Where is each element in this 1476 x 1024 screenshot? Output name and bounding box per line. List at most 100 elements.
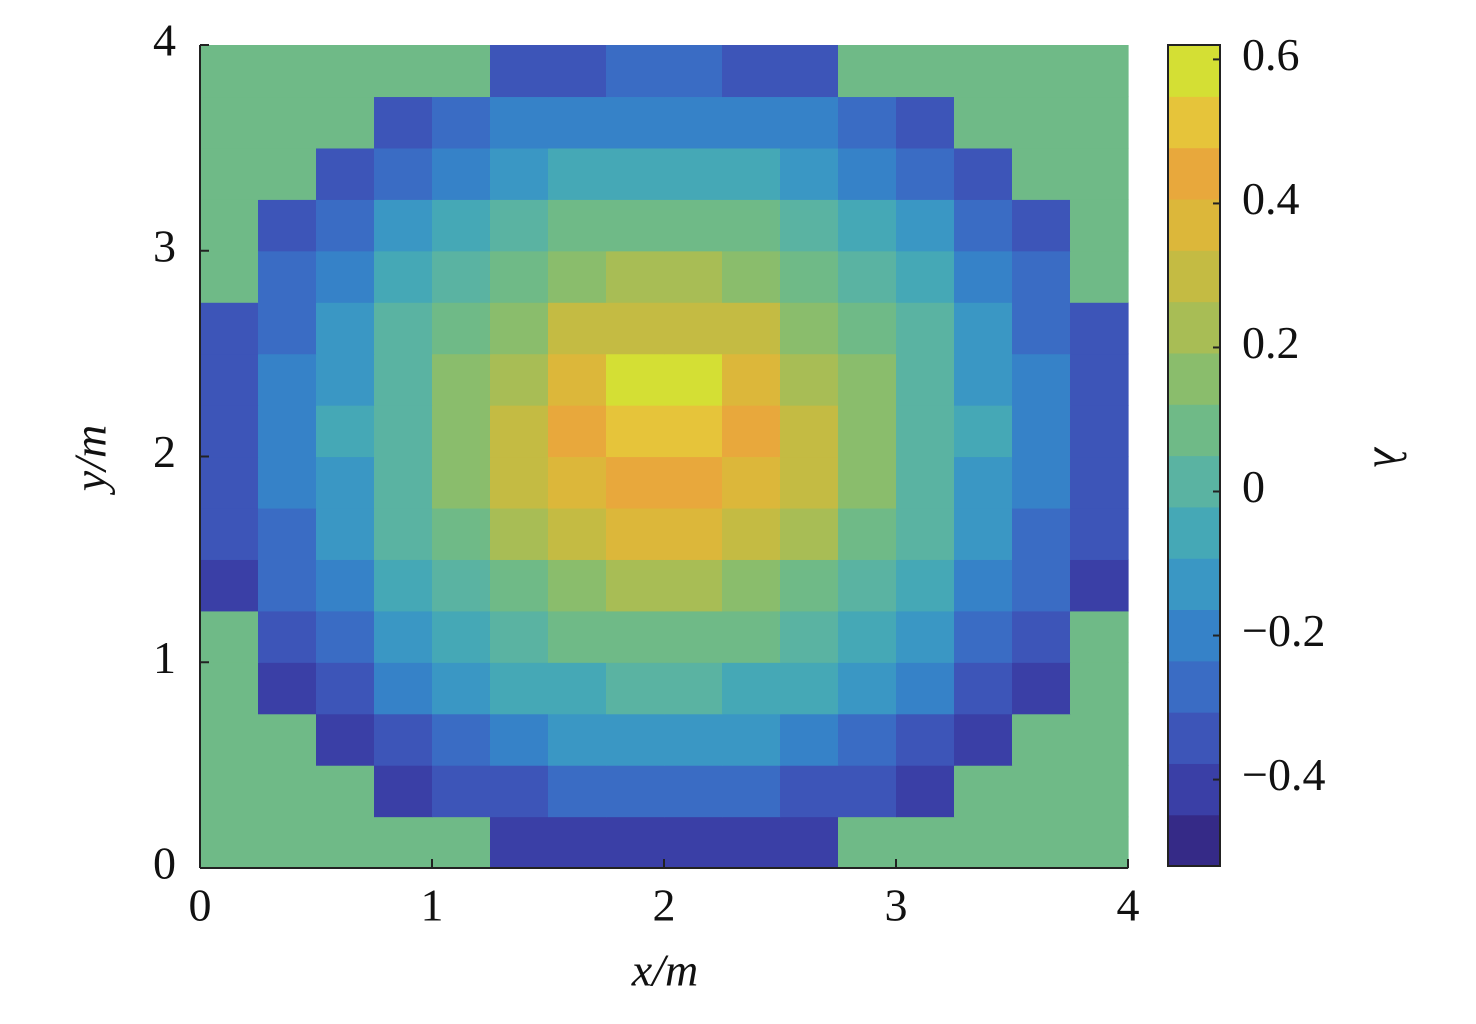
colorbar-tick-label: 0.6	[1242, 29, 1300, 80]
heatmap-cell	[780, 610, 839, 663]
heatmap-cell	[200, 199, 259, 252]
heatmap-cell	[258, 96, 317, 149]
heatmap-cell	[548, 662, 607, 715]
heatmap-cell	[258, 610, 317, 663]
heatmap-cell	[374, 507, 433, 560]
heatmap-cell	[896, 405, 955, 458]
heatmap-cell	[200, 405, 259, 458]
colorbar-label: λ	[1364, 446, 1415, 468]
heatmap-cell	[432, 45, 491, 98]
heatmap-cell	[838, 147, 897, 200]
heatmap-cell	[432, 713, 491, 766]
heatmap-cell	[606, 559, 665, 612]
heatmap-cell	[954, 405, 1013, 458]
heatmap-cell	[374, 816, 433, 869]
heatmap-cell	[258, 765, 317, 818]
heatmap-cell	[838, 662, 897, 715]
heatmap-cell	[374, 250, 433, 303]
heatmap-cell	[374, 456, 433, 509]
heatmap-cell	[548, 45, 607, 98]
heatmap-cell	[954, 662, 1013, 715]
heatmap-cell	[432, 610, 491, 663]
heatmap-cell	[1070, 713, 1129, 766]
heatmap-cell	[722, 147, 781, 200]
heatmap-cell	[1070, 45, 1129, 98]
colorbar-band	[1168, 609, 1220, 662]
colorbar-band	[1168, 198, 1220, 251]
heatmap-cell	[1012, 765, 1071, 818]
heatmap-cell	[606, 353, 665, 406]
heatmap-cell	[606, 147, 665, 200]
heatmap-cell	[664, 610, 723, 663]
heatmap-cell	[316, 405, 375, 458]
heatmap-cell	[954, 302, 1013, 355]
heatmap-cell	[606, 713, 665, 766]
heatmap-cell	[896, 765, 955, 818]
heatmap-cell	[548, 507, 607, 560]
heatmap-cell	[838, 456, 897, 509]
heatmap-cell	[1012, 147, 1071, 200]
heatmap-cell	[896, 250, 955, 303]
heatmap-cell	[606, 765, 665, 818]
y-tick-label: 4	[153, 15, 176, 66]
heatmap-cell	[490, 610, 549, 663]
heatmap-cell	[316, 147, 375, 200]
heatmap-cell	[548, 302, 607, 355]
heatmap-cell	[1070, 559, 1129, 612]
heatmap-cell	[374, 199, 433, 252]
y-tick-label: 2	[153, 426, 176, 477]
heatmap-cell	[606, 96, 665, 149]
heatmap-cell	[200, 96, 259, 149]
heatmap-cell	[838, 199, 897, 252]
heatmap-cell	[664, 250, 723, 303]
heatmap-cell	[548, 405, 607, 458]
heatmap-cell	[200, 250, 259, 303]
heatmap-cell	[1012, 96, 1071, 149]
heatmap-cell	[780, 713, 839, 766]
heatmap-cell	[548, 147, 607, 200]
heatmap-cell	[316, 353, 375, 406]
colorbar-band	[1168, 814, 1220, 867]
heatmap-cell	[258, 302, 317, 355]
heatmap-cell	[258, 405, 317, 458]
colorbar-band	[1168, 506, 1220, 559]
heatmap-cell	[548, 353, 607, 406]
heatmap-cell	[200, 45, 259, 98]
heatmap-cell	[664, 456, 723, 509]
colorbar-band	[1168, 250, 1220, 303]
heatmap-cell	[722, 250, 781, 303]
heatmap-cell	[258, 199, 317, 252]
colorbar-tick-label: 0.4	[1242, 173, 1300, 224]
heatmap-cell	[838, 765, 897, 818]
heatmap-cell	[722, 405, 781, 458]
heatmap-cell	[490, 765, 549, 818]
heatmap-cell	[490, 405, 549, 458]
heatmap-cell	[1070, 96, 1129, 149]
heatmap-cell	[780, 816, 839, 869]
heatmap-cell	[954, 147, 1013, 200]
heatmap-cell	[1012, 713, 1071, 766]
heatmap-cell	[258, 353, 317, 406]
heatmap-cell	[838, 713, 897, 766]
heatmap-cell	[664, 559, 723, 612]
heatmap-cell	[838, 302, 897, 355]
heatmap-cell	[780, 96, 839, 149]
heatmap-cell	[316, 610, 375, 663]
heatmap-cell	[954, 765, 1013, 818]
heatmap-cell	[374, 147, 433, 200]
heatmap-cell	[1070, 765, 1129, 818]
heatmap-cell	[432, 456, 491, 509]
heatmap-cell	[838, 405, 897, 458]
heatmap-cell	[1070, 250, 1129, 303]
heatmap-cell	[954, 96, 1013, 149]
heatmap-cell	[780, 302, 839, 355]
heatmap-cell	[780, 662, 839, 715]
heatmap-cell	[432, 250, 491, 303]
heatmap-cell	[432, 559, 491, 612]
heatmap-cell	[316, 250, 375, 303]
heatmap-cell	[374, 713, 433, 766]
heatmap-cell	[664, 816, 723, 869]
heatmap-cell	[316, 816, 375, 869]
heatmap-cell	[896, 456, 955, 509]
